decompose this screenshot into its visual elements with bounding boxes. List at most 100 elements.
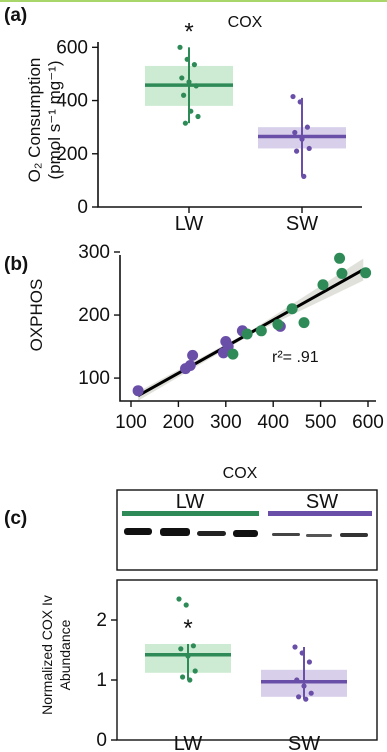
data-point-sw	[304, 124, 310, 130]
blot-band-7	[340, 533, 368, 537]
data-point-lw	[176, 596, 182, 602]
blot-band-4	[233, 530, 258, 537]
blot-band-2	[160, 528, 190, 536]
western-blot: LW SW	[116, 489, 378, 571]
scatter-point-lw	[298, 317, 310, 329]
data-point-lw	[179, 75, 185, 81]
data-point-sw	[292, 129, 298, 136]
x-category-label: SW	[286, 213, 318, 235]
data-point-lw	[184, 56, 190, 62]
y-tick-label: 100	[78, 368, 110, 389]
data-point-sw	[297, 99, 303, 105]
data-point-lw	[178, 646, 184, 652]
y-tick-label: 2	[96, 610, 107, 631]
blot-label-sw: SW	[306, 491, 338, 513]
panel-a-boxes: *	[145, 18, 346, 179]
y-tick-label: 200	[78, 305, 110, 326]
blot-band-5	[272, 533, 300, 536]
data-point-sw	[294, 148, 300, 154]
panel-c-x-axis: LW SW	[174, 733, 320, 752]
data-point-sw	[294, 677, 300, 683]
data-point-sw	[290, 93, 296, 100]
x-category-label: LW	[175, 213, 204, 235]
scatter-point-lw	[334, 252, 346, 264]
blot-lw-bar	[122, 511, 259, 516]
y-tick-label: 200	[56, 144, 88, 165]
panel-c-title: COX	[223, 465, 258, 482]
data-point-sw	[308, 690, 314, 696]
panel-a-title: COX	[228, 14, 263, 31]
data-point-lw	[185, 653, 191, 659]
panel-c-plot-frame	[116, 579, 378, 741]
panel-a-ylabel-units: (pmol s⁻¹ mg⁻¹)	[45, 61, 64, 180]
scatter-point-lw	[317, 279, 329, 291]
scatter-point-sw	[187, 349, 199, 361]
data-point-sw	[296, 694, 302, 700]
data-point-sw	[306, 659, 312, 665]
y-tick-label: 1	[96, 670, 107, 691]
data-point-sw	[301, 173, 307, 179]
blot-sw-bar	[268, 511, 372, 516]
scatter-point-lw	[227, 348, 239, 360]
panel-a-label: (a)	[4, 5, 27, 26]
scatter-point-sw	[132, 385, 144, 397]
scatter-point-lw	[336, 267, 348, 279]
panel-b-axes-frame	[119, 255, 376, 402]
x-category-label: SW	[288, 733, 320, 752]
panel-b-x-axis: 100 200 300 400 500 600	[115, 401, 384, 433]
y-tick-label: 300	[78, 242, 110, 263]
x-tick-label: 100	[115, 412, 147, 433]
data-point-sw	[303, 696, 309, 702]
panel-c-ylabel-line2: Abundance	[57, 619, 73, 690]
data-point-lw	[193, 83, 199, 89]
x-tick-label: 200	[163, 412, 195, 433]
data-point-sw	[306, 145, 312, 152]
x-category-label: LW	[174, 733, 203, 752]
data-point-lw	[183, 602, 189, 608]
data-point-lw	[192, 668, 198, 674]
panel-c-y-axis: 0 1 2	[96, 610, 117, 751]
panel-b-r-squared: r²= .91	[272, 349, 319, 366]
x-tick-label: 300	[210, 412, 242, 433]
significance-marker: *	[183, 615, 192, 642]
blot-label-lw: LW	[176, 491, 205, 513]
x-tick-label: 600	[352, 412, 384, 433]
data-point-lw	[191, 62, 197, 68]
scatter-point-lw	[241, 328, 253, 340]
y-tick-label: 600	[56, 37, 88, 58]
panel-b-y-axis: 100 200 300	[78, 242, 120, 389]
data-point-lw	[181, 92, 187, 98]
blot-band-6	[306, 534, 332, 537]
data-point-lw	[180, 674, 186, 680]
confidence-band	[138, 258, 364, 401]
blot-band-1	[124, 528, 152, 535]
data-point-lw	[177, 44, 183, 50]
y-tick-label: 0	[96, 730, 107, 751]
data-point-sw	[299, 650, 305, 656]
panel-c-boxes: *	[145, 596, 347, 702]
x-tick-label: 500	[305, 412, 337, 433]
x-tick-label: 400	[257, 412, 289, 433]
panel-a-y-axis: 0 200 400 600	[56, 37, 98, 218]
panel-b-label: (b)	[4, 254, 28, 275]
y-tick-label: 0	[77, 197, 88, 218]
data-point-lw	[182, 120, 188, 126]
data-point-lw	[195, 113, 201, 120]
data-point-sw	[299, 136, 305, 142]
data-point-lw	[187, 677, 193, 683]
data-point-sw	[292, 644, 298, 650]
panel-a-x-axis: LW SW	[175, 207, 318, 235]
panel-a: (a) COX O₂ Consumption (pmol s⁻¹ mg⁻¹) 0…	[4, 5, 362, 235]
panel-b-ylabel: OXPHOS	[27, 279, 46, 352]
panel-c-ylabel: Normalized COX Iv	[39, 595, 55, 715]
panel-c-label: (c)	[4, 508, 27, 529]
significance-marker: *	[184, 18, 193, 45]
y-tick-label: 400	[56, 91, 88, 112]
panel-b-plot	[132, 252, 372, 401]
data-point-lw	[190, 643, 196, 649]
data-point-lw	[186, 79, 192, 85]
panel-c: COX (c) LW SW Normalized COX Iv Abundanc…	[4, 465, 378, 752]
panel-a-axes-frame	[97, 42, 362, 208]
